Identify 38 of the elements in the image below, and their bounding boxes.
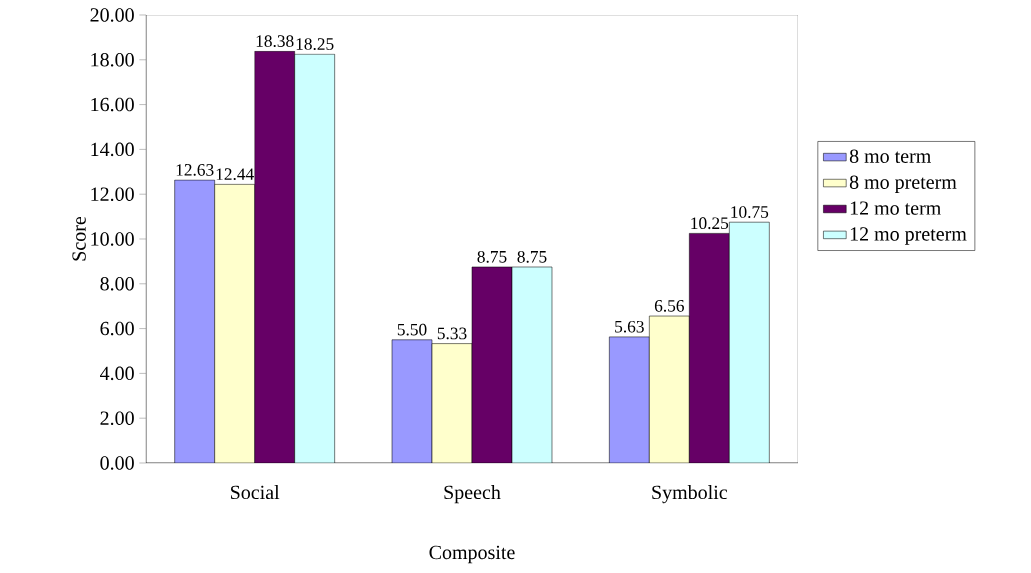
bar xyxy=(294,54,335,463)
data-label: 8.75 xyxy=(517,250,547,263)
y-axis-title: Score xyxy=(72,216,86,261)
legend-label: 12 mo preterm xyxy=(850,227,967,245)
y-tick-label: 0.00 xyxy=(100,456,134,470)
data-label: 18.38 xyxy=(256,35,294,48)
data-label: 10.75 xyxy=(731,206,769,218)
x-tick-label: Symbolic xyxy=(652,485,728,504)
bar xyxy=(472,266,512,463)
data-label: 6.56 xyxy=(654,300,684,312)
y-tick-label: 8.00 xyxy=(100,277,134,291)
y-tick-label: 14.00 xyxy=(91,142,134,157)
data-label: 12.63 xyxy=(176,164,214,176)
y-tick-label: 12.00 xyxy=(91,187,134,201)
y-tick-label: 10.00 xyxy=(91,232,134,246)
x-tick-label: Social xyxy=(231,485,280,500)
bar xyxy=(729,221,770,463)
y-tick-label: 20.00 xyxy=(90,8,134,22)
x-axis-title: Composite xyxy=(429,545,515,564)
data-label: 8.75 xyxy=(477,250,507,263)
bar xyxy=(689,233,730,463)
y-tick-label: 2.00 xyxy=(100,411,134,425)
bar xyxy=(254,51,295,463)
y-tick-label: 18.00 xyxy=(91,53,134,67)
legend-label: 12 mo term xyxy=(850,201,942,215)
legend-label: 8 mo preterm xyxy=(849,175,957,193)
y-tick-label: 4.00 xyxy=(100,366,134,381)
data-label: 18.25 xyxy=(296,38,334,50)
y-tick-label: 6.00 xyxy=(100,321,134,336)
data-label: 5.33 xyxy=(437,327,467,340)
data-label: 10.25 xyxy=(691,217,729,230)
x-tick-label: Speech xyxy=(444,485,501,504)
y-tick-label: 16.00 xyxy=(91,97,134,112)
data-label: 12.44 xyxy=(216,168,254,181)
legend-label: 8 mo term xyxy=(849,149,932,163)
bar xyxy=(512,266,552,463)
data-label: 5.63 xyxy=(615,320,644,333)
data-label: 5.50 xyxy=(397,323,427,336)
